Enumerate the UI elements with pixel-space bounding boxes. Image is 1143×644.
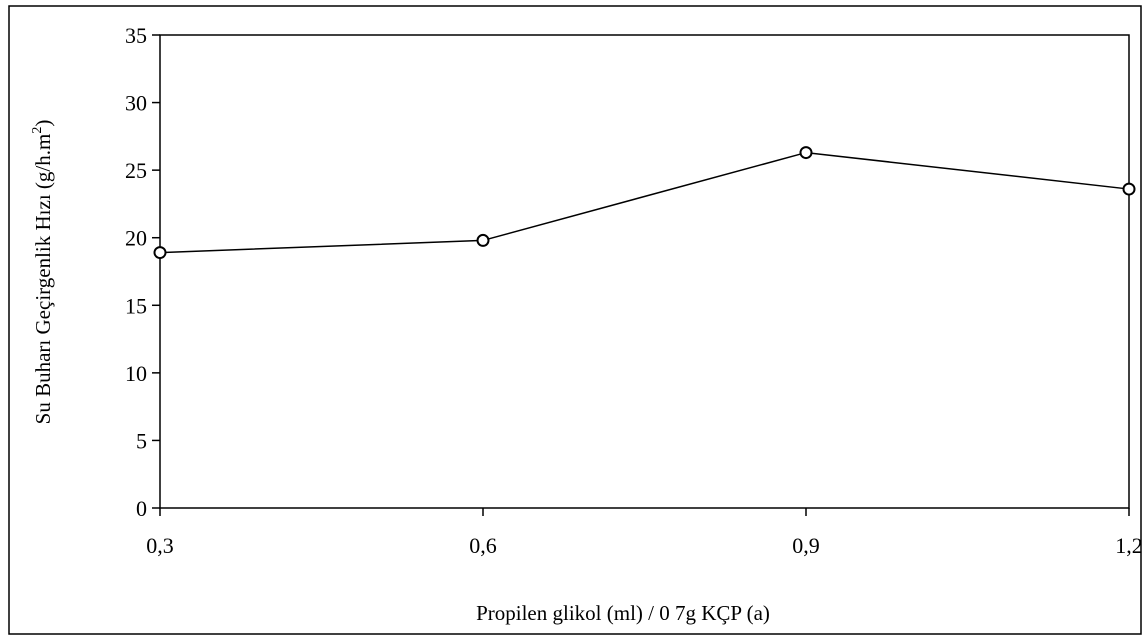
y-tick-label: 35 [125, 23, 147, 48]
y-tick-label: 5 [136, 428, 147, 453]
x-axis-title: Propilen glikol (ml) / 0 7g KÇP (a) [476, 601, 770, 625]
y-axis: 0 5 10 15 20 25 30 35 [125, 23, 160, 521]
plot-area [159, 34, 1130, 509]
data-point [1122, 182, 1136, 196]
y-axis-title-suffix: ) [31, 120, 55, 127]
x-tick-label: 0,3 [146, 533, 174, 558]
y-tick-label: 30 [125, 91, 147, 116]
x-tick-label: 0,9 [792, 533, 820, 558]
data-point [799, 146, 813, 160]
y-tick-label: 0 [136, 496, 147, 521]
y-axis-title-superscript: 2 [30, 127, 45, 134]
data-point [476, 233, 490, 247]
figure-frame [8, 5, 1142, 635]
data-point [153, 246, 167, 260]
y-axis-title-main: Su Buharı Geçirgenlik Hızı (g/h.m [31, 134, 55, 425]
y-tick-label: 20 [125, 226, 147, 251]
x-tick-label: 0,6 [469, 533, 497, 558]
y-tick-label: 25 [125, 158, 147, 183]
series-layer [153, 146, 1136, 260]
y-tick-label: 15 [125, 293, 147, 318]
x-tick-label: 1,2 [1115, 533, 1143, 558]
series-line [159, 151, 1130, 254]
x-axis: 0,3 0,6 0,9 1,2 [146, 508, 1143, 558]
y-axis-title: Su Buharı Geçirgenlik Hızı (g/h.m2) [30, 120, 55, 425]
y-tick-label: 10 [125, 361, 147, 386]
